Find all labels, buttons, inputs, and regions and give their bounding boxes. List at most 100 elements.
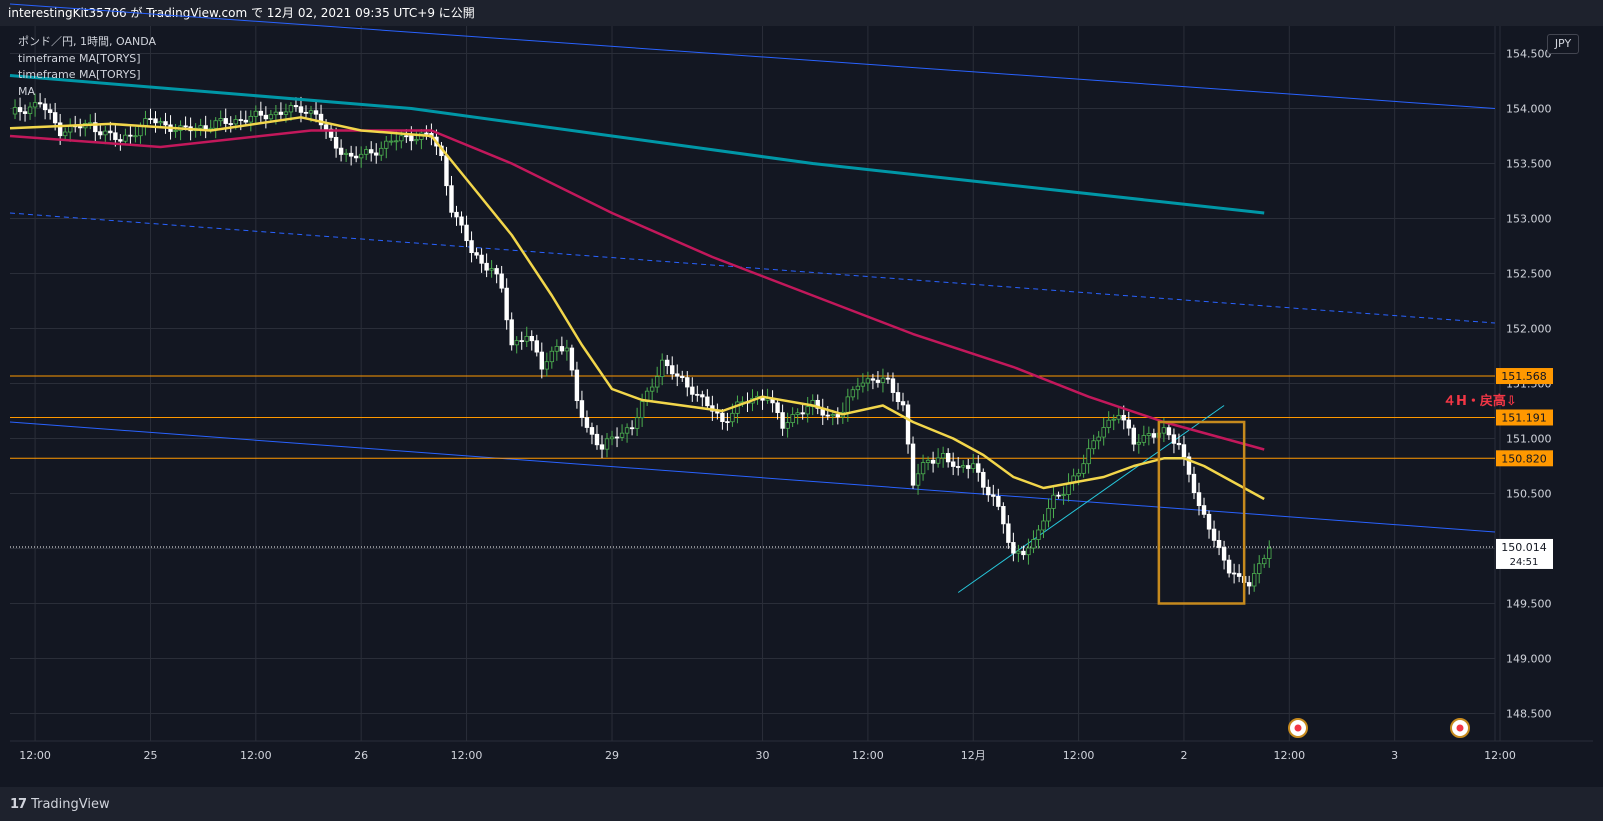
candle-body <box>950 461 956 467</box>
candle <box>1046 498 1051 528</box>
candle-body <box>1006 523 1011 543</box>
candle-body <box>379 147 384 156</box>
candle <box>118 134 123 151</box>
candle <box>1251 563 1257 592</box>
candle-body <box>78 126 83 129</box>
legend-indicator-2[interactable]: timeframe MA[TORYS] <box>18 68 141 81</box>
candle <box>996 488 1001 511</box>
legend-indicator-1[interactable]: timeframe MA[TORYS] <box>18 51 141 65</box>
candle <box>464 215 469 248</box>
candle-body <box>649 386 655 392</box>
candle <box>1016 544 1021 563</box>
candle-body <box>935 457 941 464</box>
candle-body <box>409 135 414 142</box>
candle <box>419 129 424 150</box>
candle <box>775 399 780 420</box>
level-badge-label: 151.191 <box>1501 411 1547 424</box>
candle <box>654 366 660 393</box>
candle <box>865 371 871 392</box>
candle <box>1257 555 1262 584</box>
x-tick-label: 12:00 <box>19 749 51 762</box>
candle <box>303 105 309 119</box>
candle-body <box>1016 550 1021 554</box>
candle <box>569 344 575 377</box>
candle <box>1036 524 1041 549</box>
candle-body <box>825 414 830 417</box>
candle-body <box>223 118 228 124</box>
candle <box>725 412 730 431</box>
candle-body <box>489 268 494 271</box>
candle <box>83 119 88 137</box>
candle <box>489 260 494 278</box>
candle-body <box>599 444 605 450</box>
candle <box>971 453 976 473</box>
countdown-label: 24:51 <box>1510 557 1539 568</box>
legend-symbol[interactable]: ポンド／円, 1時間, OANDA <box>18 35 157 48</box>
candle <box>459 211 464 234</box>
candle-body <box>153 118 158 124</box>
candle <box>12 99 18 120</box>
candle <box>218 110 223 127</box>
candle <box>1146 426 1152 446</box>
candle <box>760 389 765 410</box>
candle <box>1221 540 1227 570</box>
candle <box>1001 502 1006 534</box>
currency-button[interactable]: JPY <box>1547 34 1579 54</box>
candle-body <box>248 115 254 123</box>
candle <box>905 400 911 454</box>
candle-body <box>665 359 670 367</box>
candle-body <box>363 149 369 155</box>
candle <box>1091 434 1096 455</box>
candle <box>705 389 710 410</box>
candle <box>720 408 725 430</box>
candle-body <box>353 155 359 159</box>
candle <box>258 101 264 123</box>
candle-body <box>730 412 735 423</box>
candle-body <box>268 114 274 120</box>
channel-lower-line <box>9 421 1496 533</box>
candle-body <box>459 216 464 226</box>
candle-body <box>394 140 399 143</box>
candle-body <box>1161 427 1167 434</box>
candle-body <box>47 109 53 113</box>
candle-body <box>1166 427 1172 436</box>
candle <box>685 371 690 397</box>
candle <box>825 406 830 421</box>
price-chart[interactable]: 154.500 154.000 153.500 153.000 152.500 152.0… <box>0 0 1603 787</box>
candle-body <box>1076 472 1081 477</box>
candle-body <box>283 111 289 115</box>
candle-body <box>981 471 986 488</box>
candle <box>870 373 876 390</box>
candle <box>770 390 775 413</box>
candle <box>68 118 73 142</box>
candle-body <box>569 347 575 371</box>
candle <box>624 423 630 443</box>
candle <box>148 108 153 124</box>
candle <box>353 146 359 163</box>
candle-body <box>308 110 314 114</box>
candle <box>574 361 580 409</box>
candle <box>1116 408 1121 424</box>
candle-body <box>348 152 354 157</box>
candle <box>243 110 248 127</box>
x-tick-label: 30 <box>756 749 770 762</box>
candle <box>790 407 795 428</box>
candle-body <box>183 125 188 128</box>
support-trendline <box>957 405 1225 593</box>
ma-slow-line <box>9 74 1265 215</box>
chart-frame[interactable] <box>10 26 1593 787</box>
candle <box>343 148 349 163</box>
candle-body <box>945 453 951 463</box>
candle-body <box>1031 539 1036 549</box>
level-badge-label: 150.820 <box>1501 452 1547 465</box>
candle-body <box>17 107 23 113</box>
legend-indicator-3[interactable]: MA <box>18 84 36 98</box>
x-tick-label: 3 <box>1391 749 1398 762</box>
candle-body <box>148 118 153 120</box>
candle <box>955 457 961 476</box>
candle <box>424 125 429 140</box>
candle-body <box>680 375 685 379</box>
candle <box>1111 414 1116 431</box>
footer-logo-text: TradingView <box>31 796 110 812</box>
candle-body <box>1206 513 1212 530</box>
